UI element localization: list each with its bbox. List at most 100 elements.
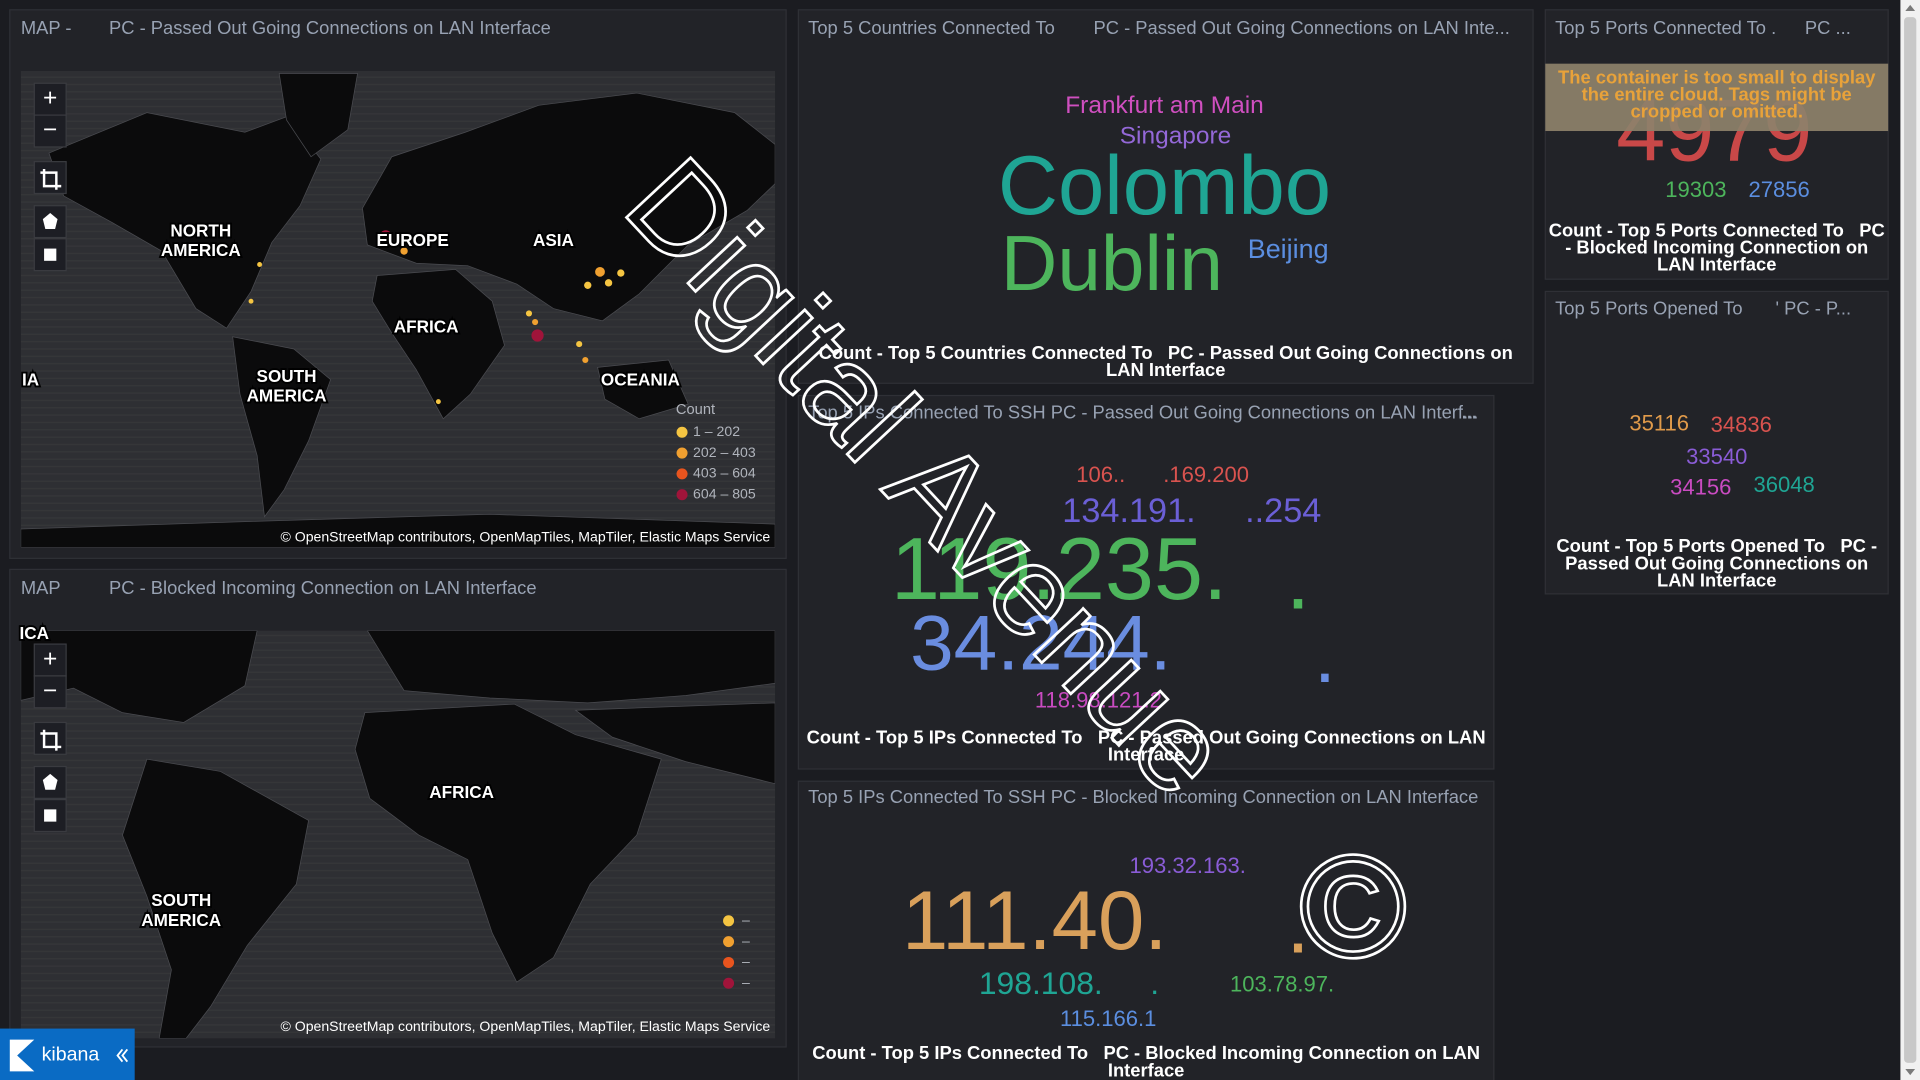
legend-label: – (742, 912, 750, 928)
map-label: OCEANIA (601, 369, 680, 389)
cloud-word[interactable]: . (1314, 611, 1336, 699)
zoom-in-button[interactable] (33, 643, 67, 677)
legend-swatch (723, 915, 735, 927)
zoom-out-button[interactable] (33, 114, 67, 148)
crop-tool[interactable] (33, 721, 67, 755)
polygon-icon (42, 213, 58, 229)
map-label: AFRICA (429, 782, 494, 802)
cloud-word[interactable]: 111.40. (902, 874, 1167, 967)
cloud-word[interactable]: 193.32.163. (1130, 853, 1246, 878)
map-points (248, 230, 625, 405)
footer-part: Count - Top 5 Ports Connected To (1548, 222, 1844, 242)
map-passed[interactable] (20, 71, 776, 548)
cloud-word[interactable]: 103.78.97. (1230, 972, 1334, 997)
panel-title: PC - Passed Out Going Connections on LAN… (109, 17, 551, 38)
panel-ips-passed (797, 394, 1495, 770)
panel-ports-opened (1544, 290, 1889, 595)
crop-tool[interactable] (33, 161, 67, 195)
kibana-badge[interactable]: kibana (0, 1028, 135, 1080)
legend-label: 1 – 202 (693, 423, 740, 439)
crop-icon (40, 729, 62, 751)
footer-box: Count - Top 5 Ports Connected To PC - Bl… (1548, 222, 1885, 276)
cloud-word[interactable]: 34156 (1670, 474, 1731, 499)
panel-menu[interactable]: ... (1462, 402, 1477, 423)
cloud-word[interactable]: 34836 (1711, 412, 1772, 437)
footer-part: PC - Blocked Incoming Connection on LAN … (1565, 222, 1885, 276)
footer-part: PC - Passed Out Going Connections on LAN… (1565, 538, 1878, 592)
cloud-word[interactable]: . (1150, 965, 1159, 1001)
footer-box: Count - Top 5 Countries Connected To PC … (818, 345, 1513, 379)
panel-title: Top 5 Ports Opened To (1555, 298, 1742, 319)
scroll-up[interactable] (1905, 4, 1916, 12)
zoom-out-button[interactable] (33, 675, 67, 709)
panel-title: Top 5 Countries Connected To (808, 17, 1055, 38)
map-label: ICA (20, 623, 50, 643)
cloud-word[interactable]: Dublin (1001, 219, 1223, 307)
map-label: EUROPE (376, 230, 448, 250)
cloud-word[interactable]: 19303 (1665, 177, 1726, 202)
footer-box: Count - Top 5 Ports Opened To PC - Passe… (1556, 538, 1878, 592)
map-attribution: © OpenStreetMap contributors, OpenMapTil… (280, 1018, 770, 1034)
legend-swatch (676, 489, 688, 501)
cloud-word[interactable]: 35116 (1629, 411, 1689, 436)
cloud-word[interactable]: .169.200 (1163, 462, 1249, 487)
zoom-in-button[interactable] (33, 82, 67, 116)
scroll-down[interactable] (1905, 1068, 1916, 1076)
crop-icon (40, 168, 62, 190)
legend-title: Count (676, 402, 715, 418)
warning-text-box: The container is too small to display th… (1558, 70, 1875, 121)
footer: Count - Top 5 IPs Connected To PC - Pass… (798, 730, 1494, 764)
cloud-word[interactable]: . (1286, 529, 1310, 628)
panel-ips-blocked (797, 780, 1495, 1080)
land (20, 630, 776, 1039)
land (20, 73, 776, 548)
footer-box: Count - Top 5 IPs Connected To PC - Bloc… (812, 1046, 1480, 1080)
map-label-line: AMERICA (141, 909, 221, 929)
panel-title: PC ... (1805, 17, 1851, 38)
warning-banner (1545, 63, 1889, 132)
cloud-word[interactable]: Singapore (1120, 123, 1232, 150)
cloud-word[interactable]: 36048 (1753, 472, 1814, 497)
map-label: ASIA (533, 230, 574, 250)
cloud-word[interactable]: 115.166.1 (1060, 1006, 1156, 1031)
cloud-word[interactable]: 27856 (1749, 177, 1810, 202)
cloud-word[interactable]: 118.98.121.2 (1035, 687, 1162, 712)
legend-swatch (723, 977, 735, 989)
legend-label: 202 – 403 (693, 444, 756, 460)
legend-label: 403 – 604 (693, 465, 756, 481)
map-blocked[interactable] (20, 630, 776, 1039)
footer-part: Count - Top 5 IPs Connected To (806, 729, 1083, 749)
map-label-line: SOUTH (151, 890, 211, 910)
cloud-word[interactable]: 198.108. (979, 965, 1103, 1001)
watermark-symbol: © (1299, 825, 1407, 989)
cloud-word[interactable]: 134.191. (1062, 492, 1195, 530)
collapse-icon[interactable] (116, 1048, 129, 1063)
cloud-word[interactable]: . (1286, 878, 1309, 971)
cloud-word[interactable]: Colombo (998, 139, 1331, 232)
cloud-word[interactable]: 119.235. (891, 519, 1228, 618)
cloud-word[interactable]: 34.244. (910, 599, 1171, 687)
legend-label: – (742, 974, 750, 990)
map-label: IA (22, 369, 39, 389)
square-icon (44, 809, 57, 822)
legend-swatch (723, 936, 735, 948)
panel-title: MAP - (21, 17, 72, 38)
footer-part: Count - Top 5 Countries Connected To (818, 345, 1153, 364)
map-label-line: AMERICA (247, 385, 327, 405)
legend-swatch (676, 426, 688, 438)
cloud-word[interactable]: 33540 (1686, 444, 1747, 469)
footer-part: PC - Passed Out Going Connections on LAN… (1097, 729, 1486, 766)
cloud-word[interactable]: 106.. (1076, 462, 1125, 487)
map-label: AFRICA (394, 317, 459, 337)
square-icon (44, 248, 57, 261)
legend-swatch (676, 447, 688, 459)
legend-swatch (723, 956, 735, 968)
zoom-out-label: − (43, 116, 57, 143)
cloud-word[interactable]: Frankfurt am Main (1065, 92, 1264, 119)
scrollbar-thumb[interactable] (1904, 17, 1917, 1063)
panel-title: ' PC - P... (1776, 298, 1852, 319)
footer-part: Count - Top 5 Ports Opened To (1556, 538, 1826, 558)
cloud-word[interactable]: Beijing (1248, 234, 1329, 264)
cloud-word[interactable]: ..254 (1245, 492, 1321, 530)
